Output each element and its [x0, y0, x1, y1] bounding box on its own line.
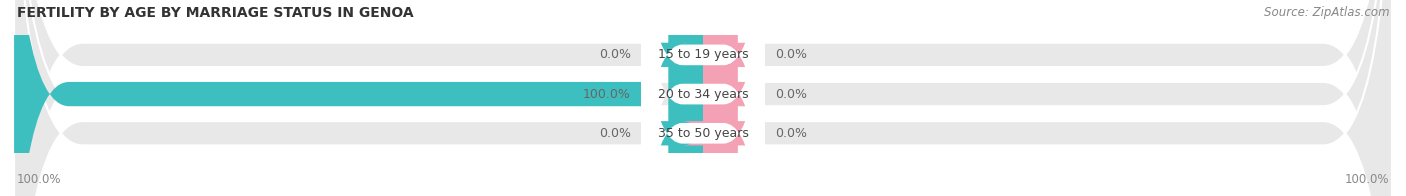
Text: 100.0%: 100.0%	[17, 173, 62, 186]
Text: 0.0%: 0.0%	[775, 127, 807, 140]
Text: 0.0%: 0.0%	[599, 48, 631, 61]
FancyBboxPatch shape	[641, 0, 765, 196]
FancyBboxPatch shape	[682, 0, 758, 196]
Text: 15 to 19 years: 15 to 19 years	[658, 48, 748, 61]
Text: 100.0%: 100.0%	[582, 88, 631, 101]
Text: Source: ZipAtlas.com: Source: ZipAtlas.com	[1264, 6, 1389, 19]
FancyBboxPatch shape	[682, 0, 758, 196]
FancyBboxPatch shape	[14, 0, 703, 196]
FancyBboxPatch shape	[14, 0, 1392, 196]
Text: 100.0%: 100.0%	[1344, 173, 1389, 186]
Text: 0.0%: 0.0%	[775, 88, 807, 101]
FancyBboxPatch shape	[14, 0, 1392, 196]
Text: 35 to 50 years: 35 to 50 years	[658, 127, 748, 140]
FancyBboxPatch shape	[14, 0, 1392, 196]
FancyBboxPatch shape	[641, 0, 765, 196]
Text: 0.0%: 0.0%	[775, 48, 807, 61]
Text: FERTILITY BY AGE BY MARRIAGE STATUS IN GENOA: FERTILITY BY AGE BY MARRIAGE STATUS IN G…	[17, 6, 413, 20]
FancyBboxPatch shape	[682, 0, 758, 196]
FancyBboxPatch shape	[648, 0, 724, 196]
Text: 20 to 34 years: 20 to 34 years	[658, 88, 748, 101]
Text: 0.0%: 0.0%	[599, 127, 631, 140]
FancyBboxPatch shape	[641, 0, 765, 196]
FancyBboxPatch shape	[648, 0, 724, 196]
